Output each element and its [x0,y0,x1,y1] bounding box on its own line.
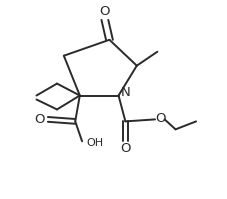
Text: O: O [154,112,165,125]
Text: O: O [120,142,130,155]
Text: N: N [120,86,130,99]
Text: O: O [34,113,44,126]
Text: OH: OH [86,138,103,148]
Text: O: O [99,5,110,19]
